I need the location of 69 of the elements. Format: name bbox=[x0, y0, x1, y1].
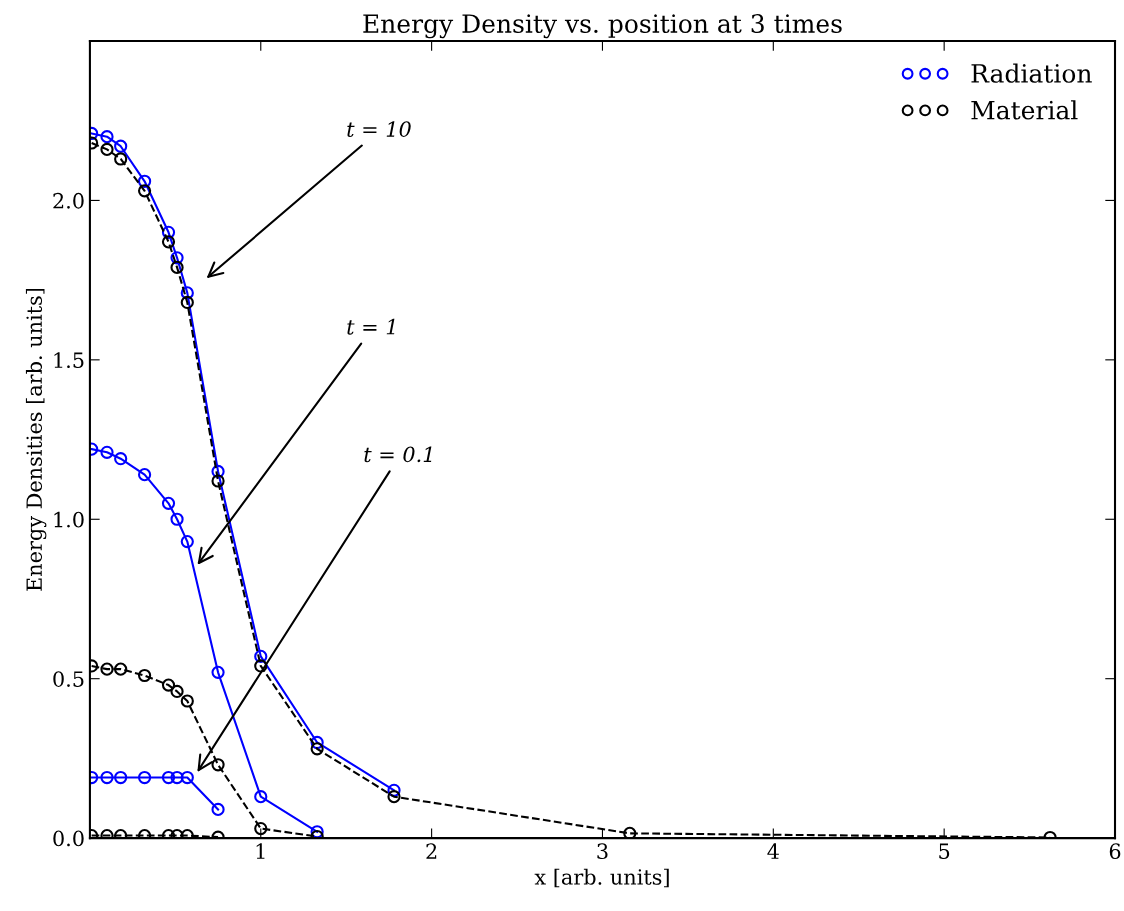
point bbox=[138, 468, 152, 482]
point bbox=[100, 770, 114, 785]
point bbox=[170, 251, 184, 265]
point bbox=[170, 512, 184, 526]
x-tick-label: 6 bbox=[1109, 843, 1121, 860]
y-tick-label: 0.5 bbox=[53, 671, 84, 687]
point bbox=[211, 474, 225, 488]
x-axis-title: x [arb. units] bbox=[534, 868, 669, 888]
point bbox=[180, 828, 194, 839]
point bbox=[138, 770, 152, 785]
point bbox=[254, 659, 268, 673]
point bbox=[161, 496, 176, 510]
point bbox=[138, 184, 152, 198]
point bbox=[114, 662, 128, 676]
annotation: t = 10 bbox=[347, 121, 411, 137]
x-tick-label: 3 bbox=[597, 843, 608, 860]
point bbox=[161, 225, 176, 239]
point bbox=[170, 770, 184, 785]
point bbox=[100, 130, 114, 144]
point bbox=[211, 665, 225, 679]
point bbox=[161, 828, 176, 839]
point bbox=[100, 828, 114, 839]
y-tick-label: 1.5 bbox=[54, 352, 84, 369]
annotation: t = 1 bbox=[347, 318, 395, 335]
point bbox=[310, 735, 324, 750]
point bbox=[114, 828, 128, 839]
legend-label: Material bbox=[971, 100, 1078, 120]
point bbox=[254, 790, 268, 804]
point bbox=[387, 783, 401, 797]
point bbox=[161, 770, 176, 785]
point bbox=[100, 142, 114, 156]
point bbox=[170, 684, 184, 699]
point bbox=[138, 668, 152, 683]
x-tick-label: 1 bbox=[256, 843, 265, 859]
point bbox=[211, 802, 225, 817]
point bbox=[114, 152, 128, 166]
point bbox=[100, 445, 114, 459]
x-tick-label: 2 bbox=[426, 843, 437, 859]
point bbox=[170, 260, 184, 274]
point bbox=[180, 286, 194, 300]
point bbox=[138, 174, 152, 188]
y-tick-label: 2.0 bbox=[53, 192, 84, 209]
point bbox=[180, 295, 194, 310]
point bbox=[310, 742, 324, 756]
point bbox=[114, 770, 128, 785]
point bbox=[114, 139, 128, 153]
point bbox=[180, 770, 194, 785]
point bbox=[211, 758, 225, 772]
point bbox=[623, 826, 637, 839]
point bbox=[180, 534, 194, 549]
legend-label: Radiation bbox=[971, 63, 1092, 83]
x-tick-label: 4 bbox=[767, 843, 779, 859]
point bbox=[387, 790, 401, 804]
chart-title: Energy Density vs. position at 3 times bbox=[363, 14, 842, 39]
annotation: t = 0.1 bbox=[364, 446, 432, 463]
point bbox=[161, 235, 176, 249]
point bbox=[180, 694, 194, 708]
point bbox=[114, 452, 128, 466]
point bbox=[170, 828, 184, 839]
point bbox=[100, 662, 114, 676]
point bbox=[161, 678, 176, 692]
point bbox=[138, 828, 152, 839]
y-tick-label: 1.0 bbox=[54, 511, 84, 528]
y-tick-label: 0.0 bbox=[53, 830, 84, 847]
point bbox=[254, 649, 268, 663]
point bbox=[211, 464, 225, 479]
y-axis-title: Energy Densities [arb. units] bbox=[25, 288, 47, 591]
point bbox=[254, 821, 268, 836]
x-tick-label: 5 bbox=[939, 843, 950, 860]
